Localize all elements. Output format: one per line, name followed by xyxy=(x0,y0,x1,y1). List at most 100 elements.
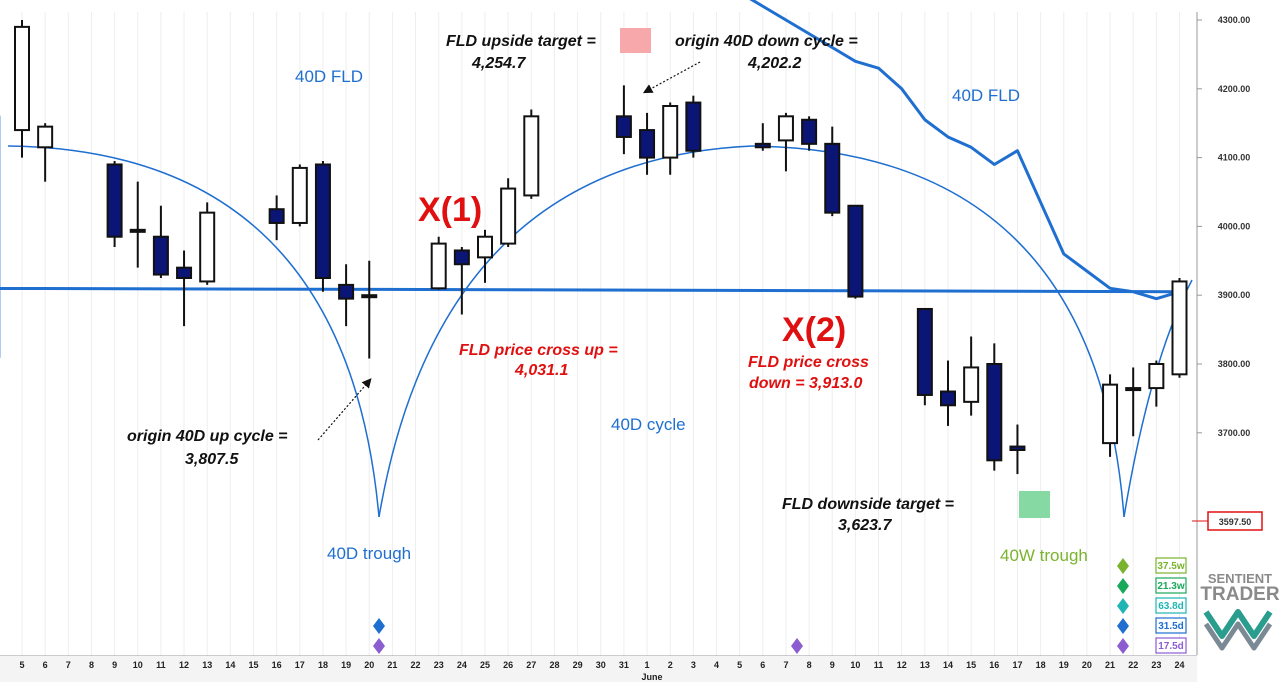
logo-mark xyxy=(1203,609,1273,639)
candle-body-down xyxy=(639,129,656,159)
origin-down-arrow xyxy=(642,61,701,94)
candle-body-up xyxy=(129,228,146,233)
candle-body-down xyxy=(1009,445,1026,451)
cycle-markers xyxy=(373,558,1129,654)
upside-target-line1: FLD upside target = xyxy=(446,33,596,50)
date-tick-label: 20 xyxy=(1082,660,1092,670)
fld-series xyxy=(0,0,1181,359)
downside-target-line1: FLD downside target = xyxy=(782,496,954,513)
price-tick-label: 3700.00 xyxy=(1218,428,1251,438)
candle xyxy=(986,343,1003,471)
date-tick-label: 15 xyxy=(248,660,258,670)
date-tick-label: 25 xyxy=(480,660,490,670)
candle-body-up xyxy=(1171,280,1188,376)
legend-label: 37.5w xyxy=(1157,561,1184,572)
date-tick-label: 30 xyxy=(596,660,606,670)
candle-body-down xyxy=(986,363,1003,462)
date-tick-label: 1 xyxy=(645,660,650,670)
cycle-diamond-17d-7 xyxy=(791,638,803,654)
upside-target-box xyxy=(620,28,651,53)
candle xyxy=(847,204,864,299)
logo-line1: SENTIENT xyxy=(1208,571,1272,586)
logo-line2: TRADER xyxy=(1200,584,1279,605)
cycle-diamond-31d xyxy=(1117,618,1129,634)
date-tick-label: 14 xyxy=(225,660,235,670)
date-tick-label: 31 xyxy=(619,660,629,670)
candle-body-up xyxy=(963,366,980,403)
cycle-legend: 37.5w 21.3w 63.8d 31.5d 17.5d xyxy=(1155,557,1187,654)
date-tick-label: 11 xyxy=(874,660,884,670)
cycle-diamond-21w xyxy=(1117,578,1129,594)
cycle-diamond-63d xyxy=(1117,598,1129,614)
date-tick-label: 17 xyxy=(1012,660,1022,670)
downside-target-line2: 3,623.7 xyxy=(838,517,892,534)
legend-box xyxy=(1155,597,1187,614)
date-tick-label: 22 xyxy=(1128,660,1138,670)
price-tick-label: 4000.00 xyxy=(1218,221,1251,231)
date-tick-label: 10 xyxy=(133,660,143,670)
candle xyxy=(291,164,308,227)
price-tick-labels: 4300.00 4200.00 4100.00 4000.00 3900.00 3800.… xyxy=(1197,15,1250,438)
candle-body-down xyxy=(338,283,355,300)
candle xyxy=(176,250,193,327)
legend-item: 21.3w xyxy=(1155,577,1187,594)
candle xyxy=(963,336,980,416)
upside-target-line2: 4,254.7 xyxy=(471,55,526,72)
legend-item: 63.8d xyxy=(1155,597,1187,614)
origin-down-line1: origin 40D down cycle = xyxy=(675,33,858,50)
date-tick-label: 11 xyxy=(156,660,166,670)
price-tick-label: 4100.00 xyxy=(1218,153,1251,163)
legend-label: 31.5d xyxy=(1158,621,1184,632)
legend-item: 31.5d xyxy=(1155,617,1187,634)
candle-body-up xyxy=(37,125,54,149)
legend-box xyxy=(1155,637,1187,654)
candle xyxy=(152,205,169,278)
candle-body-down xyxy=(361,294,378,299)
current-price-label: 3597.50 xyxy=(1219,517,1252,527)
origin-up-line1: origin 40D up cycle = xyxy=(127,428,288,445)
date-tick-label: 19 xyxy=(341,660,351,670)
price-tick-label: 3900.00 xyxy=(1218,290,1251,300)
candle xyxy=(500,178,517,248)
cycle-label: 40D cycle xyxy=(611,415,686,434)
candle-body-up xyxy=(14,25,30,132)
legend-item: 17.5d xyxy=(1155,637,1187,654)
candle xyxy=(1102,374,1119,457)
cross-label-2: X(2) xyxy=(782,311,846,349)
date-tick-label: 6 xyxy=(43,660,48,670)
fld-label-2: 40D FLD xyxy=(952,86,1020,105)
candle-body-down xyxy=(314,163,331,279)
candle xyxy=(639,112,656,175)
candle xyxy=(1171,278,1188,378)
candle xyxy=(777,112,794,172)
date-tick-label: 18 xyxy=(1036,660,1046,670)
fld-line xyxy=(0,0,1181,359)
price-tick-label: 3800.00 xyxy=(1218,359,1251,369)
date-tick-label: 8 xyxy=(89,660,94,670)
grid xyxy=(21,12,1180,656)
candle xyxy=(37,123,54,182)
candle-body-down xyxy=(152,235,169,276)
date-tick-label: 27 xyxy=(526,660,536,670)
candle xyxy=(1148,360,1165,407)
candle xyxy=(268,195,285,241)
candle xyxy=(106,161,123,248)
candle xyxy=(14,20,30,158)
candle-body-up xyxy=(523,115,540,197)
candle xyxy=(801,116,818,151)
candle-body-down xyxy=(453,249,470,266)
candle xyxy=(940,360,956,426)
date-tick-label: 5 xyxy=(737,660,742,670)
candle xyxy=(199,202,216,285)
date-tick-label: 9 xyxy=(830,660,835,670)
date-tick-label: 3 xyxy=(691,660,696,670)
candle xyxy=(916,307,933,406)
candle-body-up xyxy=(1125,387,1142,392)
candle xyxy=(615,85,632,155)
date-tick-label: 24 xyxy=(457,660,467,670)
downside-target-box xyxy=(1019,491,1050,518)
candle-body-down xyxy=(847,204,864,298)
date-tick-label: 17 xyxy=(295,660,305,670)
cycle-arc-down-1 xyxy=(7,145,380,518)
date-tick-label: 4 xyxy=(714,660,719,670)
